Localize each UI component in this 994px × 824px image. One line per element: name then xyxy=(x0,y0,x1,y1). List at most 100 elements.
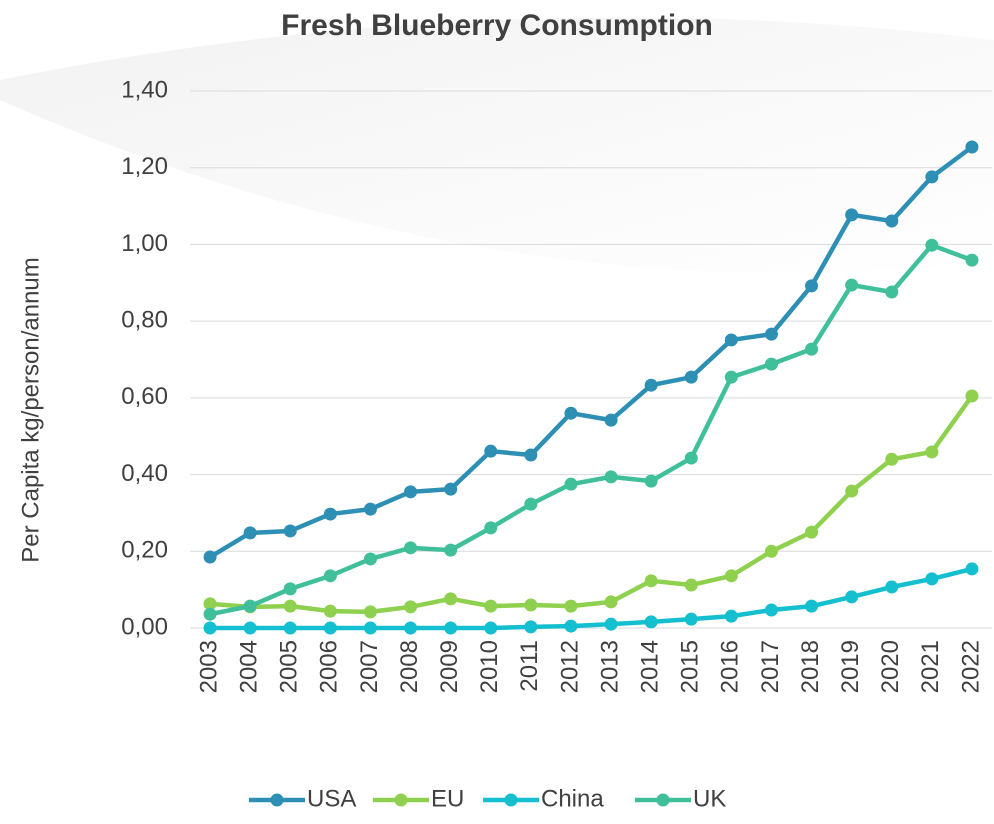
data-point xyxy=(724,609,738,623)
data-point xyxy=(764,357,778,371)
x-tick-label: 2006 xyxy=(316,640,343,693)
x-tick-label: 2012 xyxy=(556,640,583,693)
y-tick-label: 0,80 xyxy=(121,306,168,333)
data-point xyxy=(524,620,538,634)
y-tick-label: 0,20 xyxy=(121,537,168,564)
data-point xyxy=(564,477,578,491)
data-point xyxy=(604,470,618,484)
x-tick-label: 2022 xyxy=(957,640,984,693)
data-point xyxy=(404,621,418,635)
data-point xyxy=(404,541,418,555)
data-point xyxy=(404,485,418,499)
background-shape xyxy=(0,17,994,273)
legend-label: EU xyxy=(431,785,464,812)
x-tick-label: 2017 xyxy=(757,640,784,693)
legend-swatch-marker xyxy=(504,793,518,807)
data-point xyxy=(323,604,337,618)
data-point xyxy=(564,599,578,613)
x-tick-label: 2005 xyxy=(276,640,303,693)
data-point xyxy=(484,621,498,635)
data-point xyxy=(484,599,498,613)
x-tick-label: 2018 xyxy=(797,640,824,693)
data-point xyxy=(283,599,297,613)
y-tick-label: 1,40 xyxy=(121,76,168,103)
data-point xyxy=(684,451,698,465)
data-point xyxy=(845,208,859,222)
y-tick-label: 1,00 xyxy=(121,230,168,257)
data-point xyxy=(444,592,458,606)
data-point xyxy=(925,170,939,184)
data-point xyxy=(805,525,819,539)
series-line xyxy=(209,394,974,615)
legend-swatch-marker xyxy=(270,793,284,807)
data-point xyxy=(404,600,418,614)
data-point xyxy=(363,552,377,566)
legend-swatch-marker xyxy=(394,793,408,807)
data-point xyxy=(363,502,377,516)
data-point xyxy=(524,448,538,462)
data-point xyxy=(764,327,778,341)
x-tick-label: 2010 xyxy=(476,640,503,693)
data-point xyxy=(724,370,738,384)
x-tick-label: 2014 xyxy=(636,640,663,693)
y-tick-label: 0,40 xyxy=(121,460,168,487)
data-point xyxy=(925,238,939,252)
data-point xyxy=(724,333,738,347)
data-point xyxy=(524,598,538,612)
data-point xyxy=(444,482,458,496)
x-tick-label: 2016 xyxy=(717,640,744,693)
data-point xyxy=(644,574,658,588)
y-tick-label: 1,20 xyxy=(121,153,168,180)
data-point xyxy=(965,140,979,154)
data-point xyxy=(684,370,698,384)
data-point xyxy=(283,524,297,538)
data-point xyxy=(764,603,778,617)
data-point xyxy=(283,582,297,596)
data-point xyxy=(644,474,658,488)
data-point xyxy=(965,562,979,576)
data-point xyxy=(243,621,257,635)
data-point xyxy=(484,444,498,458)
y-tick-label: 0,00 xyxy=(121,613,168,640)
data-point xyxy=(845,590,859,604)
data-point xyxy=(484,521,498,535)
y-axis-label: Per Capita kg/person/annum xyxy=(17,257,44,563)
data-point xyxy=(243,599,257,613)
data-point xyxy=(764,544,778,558)
x-tick-label: 2020 xyxy=(877,640,904,693)
data-point xyxy=(805,599,819,613)
series-line xyxy=(210,566,973,631)
data-point xyxy=(604,595,618,609)
data-point xyxy=(203,607,217,621)
x-tick-label: 2021 xyxy=(917,640,944,693)
chart-title: Fresh Blueberry Consumption xyxy=(281,9,713,42)
x-tick-label: 2009 xyxy=(436,640,463,693)
legend-label: USA xyxy=(307,785,356,812)
data-point xyxy=(243,526,257,540)
legend-label: China xyxy=(541,785,604,812)
data-point xyxy=(363,621,377,635)
data-point xyxy=(965,253,979,267)
x-tick-label: 2011 xyxy=(516,640,543,692)
data-point xyxy=(203,621,217,635)
data-point xyxy=(444,543,458,557)
data-point xyxy=(283,621,297,635)
x-tick-label: 2004 xyxy=(235,640,262,693)
data-point xyxy=(524,497,538,511)
x-tick-label: 2003 xyxy=(195,640,222,693)
legend-label: UK xyxy=(693,785,726,812)
data-point xyxy=(845,278,859,292)
data-point xyxy=(203,550,217,564)
data-point xyxy=(965,389,979,403)
data-point xyxy=(564,619,578,633)
data-point xyxy=(323,569,337,583)
x-tick-label: 2008 xyxy=(396,640,423,693)
data-point xyxy=(885,580,899,594)
data-point xyxy=(885,452,899,466)
data-point xyxy=(363,605,377,619)
data-point xyxy=(564,406,578,420)
data-point xyxy=(925,572,939,586)
data-point xyxy=(444,621,458,635)
data-point xyxy=(885,214,899,228)
